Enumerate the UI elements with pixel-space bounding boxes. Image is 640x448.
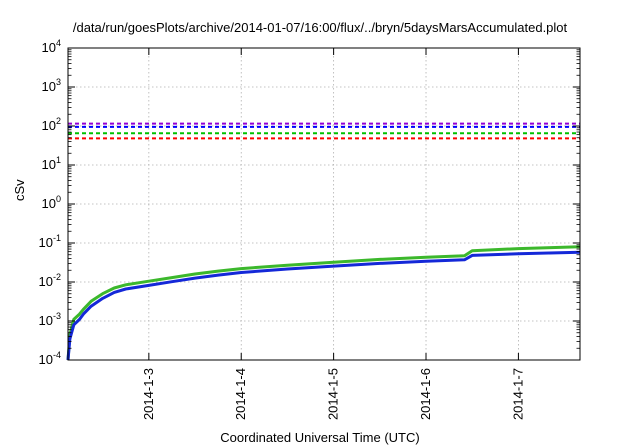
series-lines <box>66 245 581 361</box>
y-tick-label: 10-2 <box>39 272 61 289</box>
x-tick-label: 2014-1-5 <box>326 368 341 420</box>
y-tick-label: 102 <box>42 116 61 133</box>
series-line-2 <box>66 250 581 361</box>
reference-lines <box>68 122 580 140</box>
x-tick-label: 2014-1-6 <box>418 368 433 420</box>
x-tick-label: 2014-1-4 <box>233 368 248 420</box>
y-tick-label: 104 <box>42 38 61 55</box>
axis-ticks <box>68 47 580 361</box>
x-axis-label: Coordinated Universal Time (UTC) <box>220 430 420 445</box>
chart-title: /data/run/goesPlots/archive/2014-01-07/1… <box>72 20 568 35</box>
y-tick-label: 103 <box>42 77 61 94</box>
x-tick-labels: 2014-1-3 2014-1-4 2014-1-5 2014-1-6 2014-1-7 <box>141 368 526 420</box>
grid-lines <box>68 48 580 360</box>
y-tick-label: 10-4 <box>39 350 61 367</box>
series-line-1 <box>66 245 581 361</box>
y-axis-label: cSv <box>12 179 27 201</box>
y-tick-labels: 10-4 10-3 10-2 10-1 100 101 102 103 104 <box>39 38 61 367</box>
y-tick-label: 10-3 <box>39 311 61 328</box>
y-tick-label: 101 <box>42 155 61 172</box>
x-tick-label: 2014-1-7 <box>510 368 525 420</box>
y-tick-label: 100 <box>42 194 61 211</box>
x-tick-label: 2014-1-3 <box>141 368 156 420</box>
y-tick-label: 10-1 <box>39 233 61 250</box>
